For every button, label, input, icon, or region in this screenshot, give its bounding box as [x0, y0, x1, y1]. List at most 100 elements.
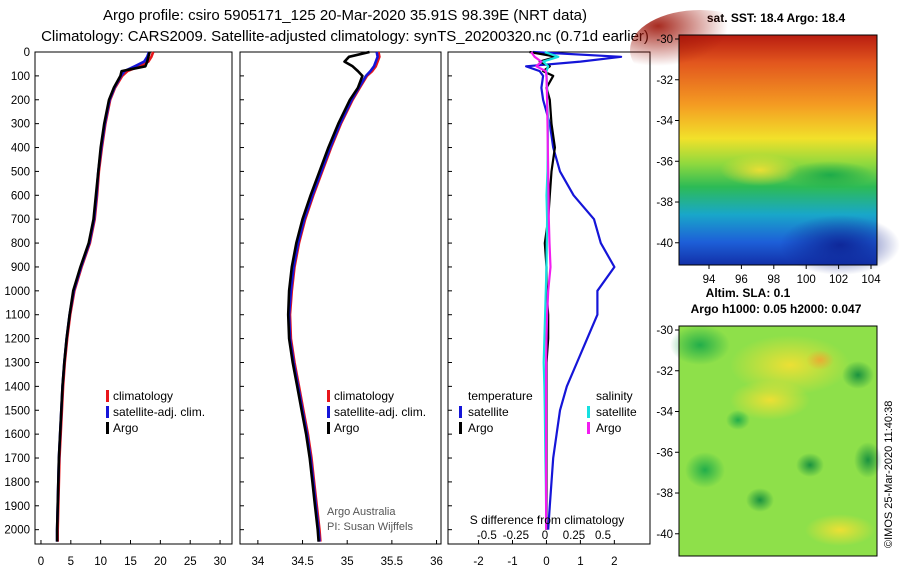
x-tick-label: -2 [473, 556, 483, 568]
depth-tick-label: 1900 [4, 501, 30, 513]
legend-temp-header: temperature [468, 389, 533, 403]
depth-tick-label: 1700 [4, 453, 30, 465]
sla-map-frame [678, 325, 878, 557]
legend-swatch-argo [327, 422, 330, 434]
map-y-tick-label: -32 [656, 75, 673, 87]
depth-tick-label: 600 [11, 190, 30, 202]
sla-map-subtitle: Argo h1000: 0.05 h2000: 0.047 [691, 302, 862, 316]
x-tick-label: 34 [251, 556, 264, 568]
x-tick-label: 10 [94, 556, 107, 568]
sst-map-axes: -30 -32 -34 -36 -38 -40 94 96 98 100 102 104 [656, 34, 881, 286]
sla-patch [730, 380, 810, 420]
legend-label-climatology: climatology [113, 389, 173, 403]
credit-line-2: PI: Susan Wijffels [327, 521, 413, 533]
map-x-tick-label: 102 [829, 274, 848, 286]
map-y-tick-label: -36 [656, 447, 673, 459]
sla-map-axes: -30 -32 -34 -36 -38 -40 [656, 325, 679, 541]
salinity-diff-tick-label: -0.5 [477, 530, 497, 542]
x-tick-label: 36 [430, 556, 443, 568]
depth-tick-label: 200 [11, 95, 30, 107]
sla-patch [796, 453, 824, 477]
x-tick-label: 15 [124, 556, 137, 568]
legend-label-satellite: satellite-adj. clim. [113, 405, 205, 419]
depth-tick-label: 700 [11, 214, 30, 226]
legend-label-climatology: climatology [334, 389, 394, 403]
x-tick-label: 0 [38, 556, 44, 568]
salinity-panel [239, 51, 442, 545]
sla-patch [805, 514, 875, 546]
depth-tick-label: 1600 [4, 429, 30, 441]
x-tick-label: 30 [214, 556, 227, 568]
map-x-tick-label: 104 [861, 274, 881, 286]
title-line-1: Argo profile: csiro 5905171_125 20-Mar-2… [103, 7, 587, 24]
series-climatology [288, 51, 381, 542]
depth-tick-label: 1200 [4, 334, 30, 346]
legend-swatch-argo [106, 422, 109, 434]
legend-swatch-temp-satellite [459, 406, 462, 418]
x-tick-label: 2 [611, 556, 617, 568]
difference-title: S difference from climatology [470, 513, 625, 527]
depth-axis: 0 100 200 300 400 500 600 700 800 900 1000 1100 1200… [4, 47, 30, 537]
legend-swatch-temp-argo [459, 422, 462, 434]
depth-tick-label: 800 [11, 238, 30, 250]
difference-salinity-ticks: -0.5 -0.25 0 0.25 0.5 [477, 530, 611, 542]
x-tick-label: 25 [184, 556, 197, 568]
x-tick-label: 20 [154, 556, 167, 568]
depth-tick-label: 1500 [4, 405, 30, 417]
sla-patch [806, 350, 834, 370]
legend-label-temp-satellite: satellite [468, 405, 509, 419]
series-layer [55, 50, 623, 542]
map-y-tick-label: -40 [656, 529, 673, 541]
sla-patch [670, 325, 730, 365]
sla-patch [842, 361, 874, 389]
salinity-diff-tick-label: 0 [542, 530, 548, 542]
depth-tick-label: 900 [11, 262, 30, 274]
map-y-tick-label: -32 [656, 366, 673, 378]
sst-map-frame [678, 34, 878, 266]
title-line-2: Climatology: CARS2009. Satellite-adjuste… [41, 28, 649, 45]
x-tick-label: 1 [577, 556, 583, 568]
sst-cold-patch [780, 215, 900, 275]
legend-label-argo: Argo [334, 421, 360, 435]
series-salinity-argo [530, 51, 552, 530]
legend-swatch-satellite [327, 406, 330, 418]
depth-tick-label: 500 [11, 166, 30, 178]
sst-warm-patch [630, 10, 770, 90]
difference-legend: temperature satellite Argo salinity sate… [459, 389, 637, 435]
depth-tick-label: 1400 [4, 381, 30, 393]
sst-map [630, 10, 900, 275]
series-argo [286, 50, 370, 542]
depth-tick-label: 1800 [4, 477, 30, 489]
legend-swatch-satellite [106, 406, 109, 418]
map-y-tick-label: -38 [656, 197, 673, 209]
watermark: ©IMOS 25-Mar-2020 11:40:38 [883, 401, 895, 548]
depth-tick-label: 300 [11, 119, 30, 131]
sla-patch [854, 442, 882, 478]
map-y-tick-label: -30 [656, 34, 673, 46]
legend-label-temp-argo: Argo [468, 421, 494, 435]
legend-label-sal-satellite: satellite [596, 405, 637, 419]
salinity-legend: climatology satellite-adj. clim. Argo [327, 389, 426, 435]
legend-swatch-sal-satellite [587, 406, 590, 418]
map-y-tick-label: -36 [656, 156, 673, 168]
temperature-legend: climatology satellite-adj. clim. Argo [106, 389, 205, 435]
x-tick-label: 0 [543, 556, 549, 568]
sla-map-title: Altim. SLA: 0.1 [706, 286, 791, 300]
series-argo [55, 51, 151, 542]
legend-swatch-climatology [106, 390, 109, 402]
sla-patch [746, 488, 774, 512]
depth-tick-label: 1100 [5, 310, 30, 322]
credit-line-1: Argo Australia [327, 506, 396, 518]
depth-tick-label: 1300 [4, 357, 30, 369]
sst-mid-patch [785, 161, 875, 189]
depth-tick-label: 400 [11, 143, 30, 155]
series-temperature-satellite [525, 50, 623, 530]
map-y-tick-label: -34 [656, 116, 673, 128]
map-x-tick-label: 96 [735, 274, 748, 286]
map-x-tick-label: 98 [767, 274, 780, 286]
map-x-tick-label: 100 [797, 274, 816, 286]
sst-mid-patch [720, 154, 800, 186]
x-tick-label: 5 [68, 556, 74, 568]
depth-tick-label: 1000 [4, 286, 30, 298]
